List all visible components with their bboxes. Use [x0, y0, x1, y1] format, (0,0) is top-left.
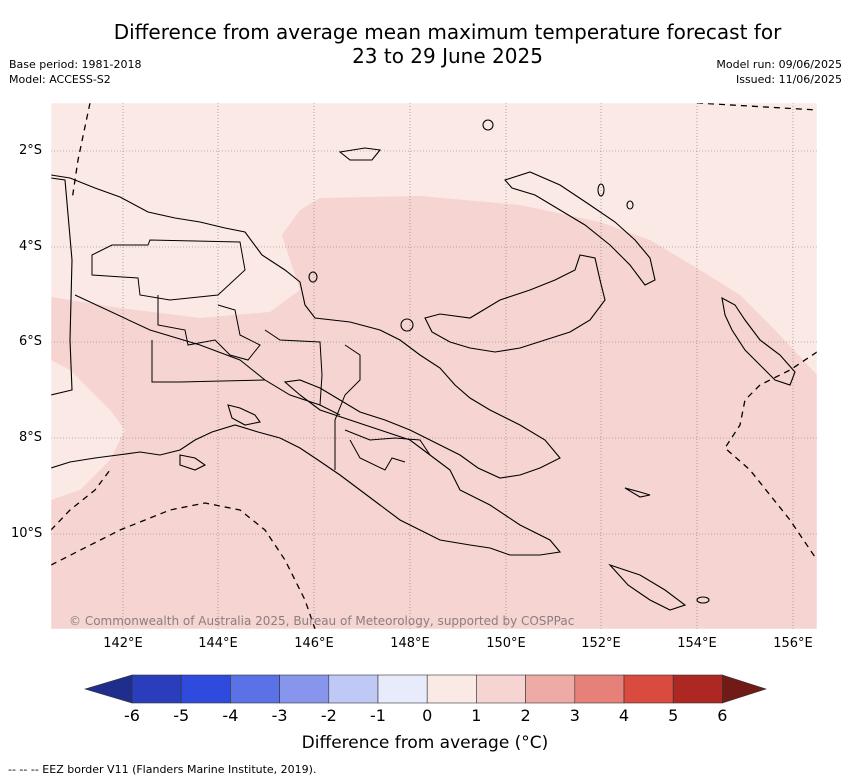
colorbar-tick-label: -3: [271, 706, 288, 725]
colorbar-segment: [623, 674, 674, 704]
map-title: Difference from average mean maximum tem…: [0, 20, 850, 68]
colorbar-tick-label: 2: [520, 706, 531, 725]
colorbar-tick-label: 1: [471, 706, 482, 725]
colorbar-tick-label: -6: [124, 706, 140, 725]
colorbar-tick-label: -2: [320, 706, 337, 725]
model-info: Base period: 1981-2018 Model: ACCESS-S2: [9, 57, 141, 87]
colorbar-segment: [279, 674, 330, 704]
lon-label: 146°E: [294, 636, 334, 651]
colorbar-segment: [328, 674, 379, 704]
colorbar-segment: [180, 674, 231, 704]
colorbar-segment: [377, 674, 428, 704]
copyright-notice: © Commonwealth of Australia 2025, Bureau…: [69, 614, 575, 628]
colorbar-segment: [476, 674, 526, 704]
issued-date: Issued: 11/06/2025: [735, 73, 842, 86]
colorbar-extend-high: [722, 674, 767, 704]
lon-label: 144°E: [198, 636, 238, 651]
colorbar-tick-label: 4: [618, 706, 630, 725]
model-name: Model: ACCESS-S2: [9, 73, 111, 86]
lon-label: 154°E: [677, 636, 717, 651]
lon-label: 156°E: [773, 636, 813, 651]
colorbar-segment: [426, 674, 477, 704]
lon-label: 148°E: [390, 636, 430, 651]
colorbar-tick-label: 0: [422, 706, 433, 725]
colorbar-tick-label: 3: [569, 706, 580, 725]
colorbar-segment: [574, 674, 625, 704]
colorbar-tick-label: 5: [668, 706, 679, 725]
coastline: [51, 119, 796, 611]
colorbar-segment: [525, 674, 576, 704]
lon-label: 150°E: [486, 636, 526, 651]
eez-border: [51, 103, 817, 629]
eez-legend-note: -- -- -- EEZ border V11 (Flanders Marine…: [8, 763, 317, 776]
lat-label: 8°S: [19, 430, 43, 445]
colorbar-tick-label: -4: [222, 706, 239, 725]
colorbar-tick-label: -1: [370, 706, 386, 725]
colorbar-tick-label: -5: [173, 706, 190, 725]
graticule: [51, 103, 817, 629]
colorbar-extend-low: [83, 674, 133, 704]
colorbar-segment: [672, 674, 723, 704]
title-line-2: 23 to 29 June 2025: [352, 44, 543, 68]
run-info: Model run: 09/06/2025 Issued: 11/06/2025: [716, 57, 842, 87]
lat-label: 10°S: [11, 526, 43, 541]
model-run: Model run: 09/06/2025: [716, 58, 842, 71]
colorbar-tick-label: 6: [717, 706, 728, 725]
lon-label: 152°E: [581, 636, 621, 651]
colorbar-title: Difference from average (°C): [301, 733, 549, 753]
map-frame: [50, 102, 818, 630]
lat-label: 4°S: [19, 239, 43, 254]
lat-label: 6°S: [19, 334, 43, 349]
base-period: Base period: 1981-2018: [9, 58, 142, 71]
lon-label: 142°E: [103, 636, 143, 651]
anomaly-zone-1-to-2: [51, 196, 817, 629]
colorbar-segment: [230, 674, 280, 704]
colorbar-segment: [131, 674, 182, 704]
provincial-borders: [74, 239, 431, 471]
lat-label: 2°S: [19, 143, 43, 158]
title-line-1: Difference from average mean maximum tem…: [113, 20, 782, 44]
